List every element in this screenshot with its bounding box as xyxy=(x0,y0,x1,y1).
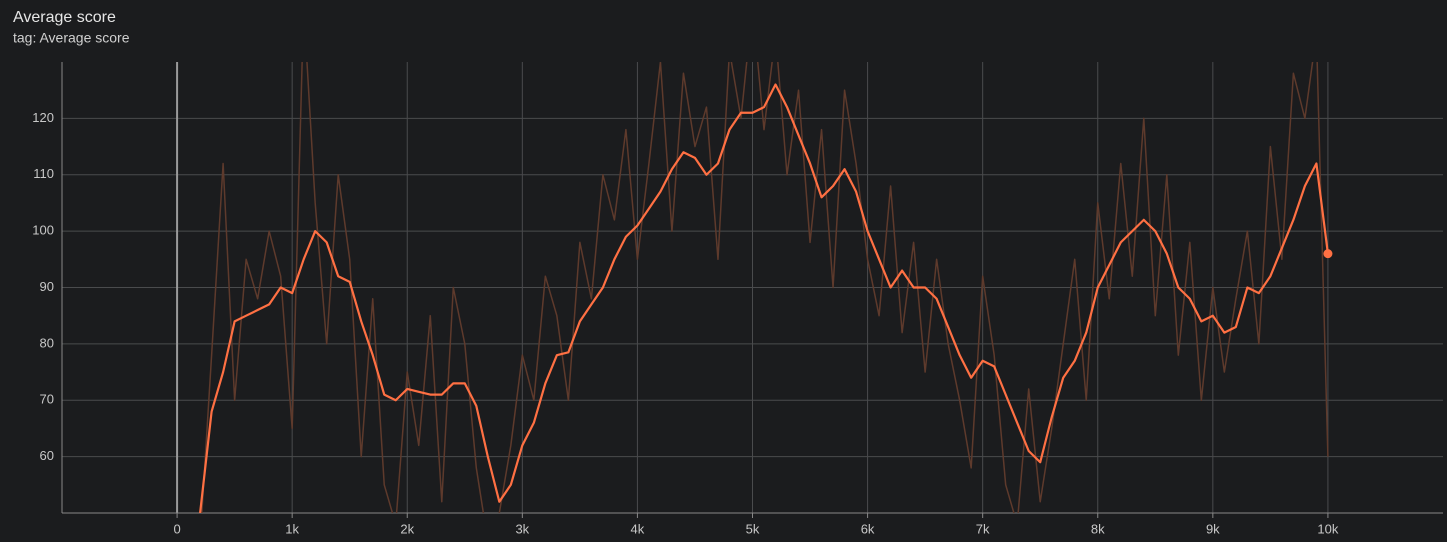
y-tick-label: 90 xyxy=(40,279,54,294)
y-tick-label: 100 xyxy=(32,223,54,238)
x-tick-label: 4k xyxy=(631,521,645,536)
x-tick-label: 7k xyxy=(976,521,990,536)
y-tick-label: 120 xyxy=(32,110,54,125)
y-tick-label: 110 xyxy=(33,166,54,181)
y-tick-label: 70 xyxy=(40,392,54,407)
x-tick-label: 9k xyxy=(1206,521,1220,536)
x-tick-label: 2k xyxy=(400,521,414,536)
chart-title: Average score xyxy=(13,9,116,26)
x-tick-label: 1k xyxy=(285,521,299,536)
raw-line xyxy=(201,62,1329,513)
last-point xyxy=(1323,249,1333,259)
chart-subtitle: tag: Average score xyxy=(13,30,130,46)
x-tick-label: 0 xyxy=(173,521,180,536)
y-tick-label: 80 xyxy=(40,335,54,350)
x-tick-label: 6k xyxy=(861,521,875,536)
y-tick-label: 60 xyxy=(40,448,54,463)
x-tick-label: 3k xyxy=(515,521,529,536)
smoothed-line xyxy=(199,83,1330,513)
x-tick-label: 10k xyxy=(1317,521,1338,536)
x-tick-label: 8k xyxy=(1091,521,1105,536)
x-tick-label: 5k xyxy=(746,521,760,536)
